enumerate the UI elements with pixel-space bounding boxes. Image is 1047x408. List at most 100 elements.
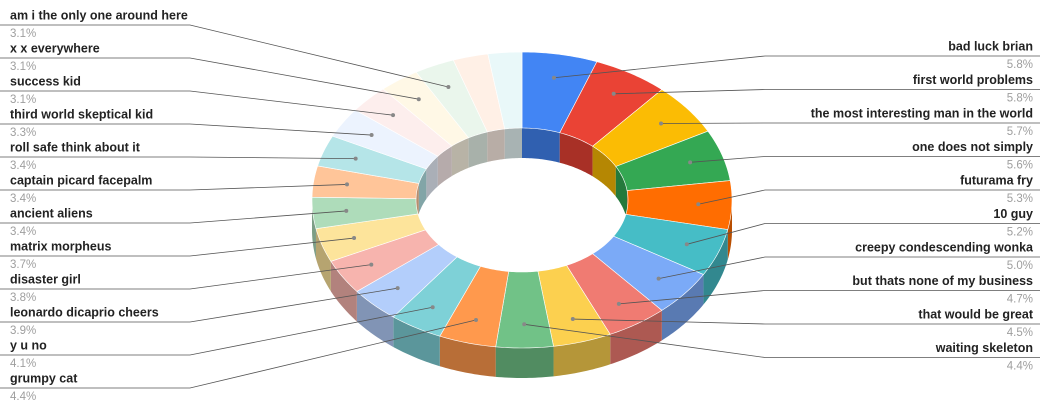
leader-line [698,189,1040,205]
leader-dot [688,160,693,165]
value-label: 5.3% [1007,193,1033,205]
slice-side [559,132,593,177]
value-label: 3.9% [10,325,36,337]
leader-line [658,256,1040,280]
legend-label: that would be great [918,307,1033,321]
slice-side [439,336,496,377]
value-label: 4.5% [1007,327,1033,339]
leader-line [0,319,477,389]
slice [487,51,523,130]
value-label: 3.3% [10,127,36,139]
slice-side [661,274,704,341]
leader-line [0,57,419,100]
legend-label: disaster girl [10,272,81,286]
slice-side [437,145,452,187]
slice-side [495,346,554,378]
leader-dot [659,121,664,126]
value-label: 5.0% [1007,260,1033,272]
value-label: 5.6% [1007,160,1033,172]
value-label: 3.1% [10,28,36,40]
slice-side [393,316,440,367]
legend-label: but thats none of my business [852,274,1033,288]
leader-dot [611,91,616,96]
value-label: 4.1% [10,358,36,370]
slice-side [418,168,427,214]
slice-side [504,128,522,159]
legend-label: ancient aliens [10,206,93,220]
value-label: 5.8% [1007,59,1033,71]
value-label: 4.4% [10,391,36,403]
leader-dot [352,236,357,241]
slice-side [522,128,560,163]
slice-side [615,166,628,221]
leader-dot [344,182,349,187]
legend-label: y u no [10,338,47,352]
slice-side [451,137,469,176]
leader-dot [522,322,527,327]
slice-side [610,310,662,365]
slice-side [592,146,616,197]
legend-label: futurama fry [960,173,1033,187]
slice-side [330,261,357,322]
value-label: 3.4% [10,226,36,238]
leader-line [0,210,347,224]
value-label: 5.8% [1007,93,1033,105]
leader-dot [616,301,621,306]
leader-line [0,24,449,88]
leader-line [690,156,1040,163]
leader-line [0,306,433,356]
value-label: 5.2% [1007,227,1033,239]
leader-dot [473,318,478,323]
legend-label: leonardo dicaprio cheers [10,305,159,319]
outer-walls [312,200,732,378]
leader-line [524,323,1040,358]
value-label: 5.7% [1007,126,1033,138]
legend-label: creepy condescending wonka [855,240,1034,254]
legend-label: 10 guy [993,207,1033,221]
leader-dot [684,242,689,247]
legend-label: captain picard facepalm [10,173,152,187]
leader-dot [391,113,396,118]
leader-line [0,90,394,116]
value-label: 4.4% [1007,361,1033,373]
leader-line [0,184,348,191]
legend-label: roll safe think about it [10,140,141,154]
leader-line [613,89,1040,95]
slice-side [468,131,488,168]
leader-dot [430,305,435,310]
leader-line [686,223,1040,245]
legend-label: grumpy cat [10,371,78,385]
slice-side [315,228,331,292]
leader-dot [369,262,374,267]
legend-label: am i the only one around here [10,8,188,22]
value-label: 4.7% [1007,294,1033,306]
leader-dot [369,133,374,138]
legend-label: first world problems [913,73,1033,87]
leader-line [0,264,372,290]
legend-label: success kid [10,74,81,88]
value-label: 3.7% [10,259,36,271]
inner-walls [416,128,628,230]
leader-line [0,237,355,257]
leader-line [553,55,1040,79]
leader-dot [416,97,421,102]
legend-label: one does not simply [912,140,1033,154]
leader-dot [446,85,451,90]
leader-dot [344,208,349,213]
leader-line [572,318,1040,325]
value-label: 3.8% [10,292,36,304]
slice-side [553,334,611,377]
legend-label: waiting skeleton [935,341,1033,355]
legend-label: matrix morpheus [10,239,111,253]
leader-dot [551,75,556,80]
leader-line [0,287,398,323]
leader-dot [696,202,701,207]
legend-label: the most interesting man in the world [811,106,1033,120]
leader-line [0,123,372,136]
slice-side [356,291,394,347]
leader-line [618,290,1040,305]
leader-dot [395,286,400,291]
leader-line [0,156,356,160]
value-label: 3.1% [10,94,36,106]
